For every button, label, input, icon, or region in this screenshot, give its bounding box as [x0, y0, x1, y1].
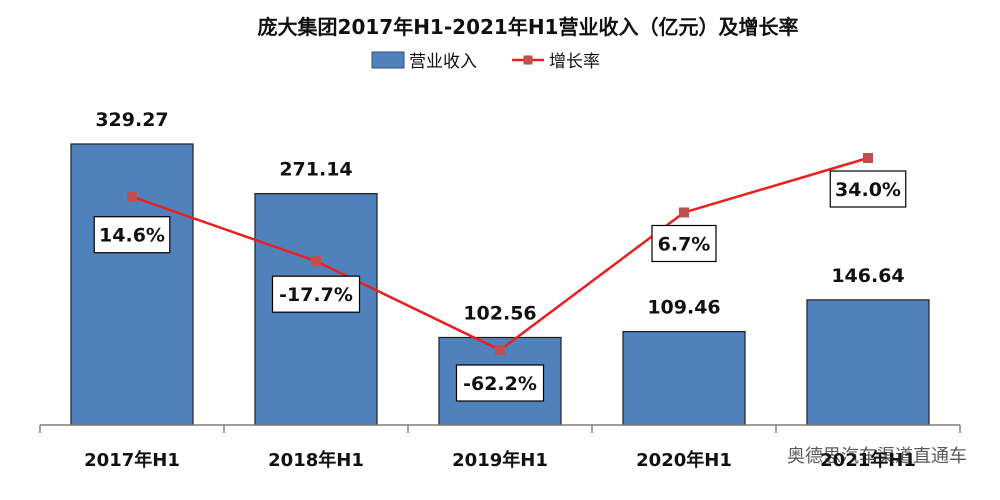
x-tick-label: 2017年H1	[84, 449, 180, 471]
legend-line-marker	[523, 55, 533, 65]
bar-value-label: 271.14	[279, 159, 352, 181]
bar-2017年H1	[70, 143, 194, 426]
bar-value-label: 329.27	[95, 109, 168, 131]
growth-rate-label: -62.2%	[463, 373, 537, 395]
legend-bar-swatch	[371, 51, 405, 69]
growth-rate-marker	[679, 207, 689, 218]
growth-rate-label-box	[829, 170, 907, 208]
x-tick-label: 2019年H1	[452, 449, 548, 471]
bar-2020年H1	[622, 330, 746, 426]
x-tick-label: 2018年H1	[268, 449, 364, 471]
growth-rate-label: 34.0%	[835, 179, 901, 201]
x-tick-label: 2020年H1	[636, 449, 732, 471]
growth-rate-marker	[311, 256, 321, 267]
growth-rate-label: 14.6%	[99, 225, 165, 247]
growth-rate-label-box	[455, 364, 545, 402]
growth-rate-label: 6.7%	[658, 233, 711, 255]
bar-2021年H1	[806, 299, 930, 426]
x-tick-label: 2021年H1	[820, 449, 916, 471]
growth-rate-label-box	[93, 216, 171, 254]
legend: 营业收入 增长率	[371, 51, 600, 72]
growth-rate-marker	[863, 153, 873, 163]
growth-rate-label: -17.7%	[279, 284, 353, 306]
bar-value-label: 102.56	[463, 302, 536, 324]
growth-rate-label-box	[651, 224, 717, 263]
legend-line-label: 增长率	[549, 52, 600, 72]
watermark-text: 奥德思汽车渠道直通车	[787, 446, 967, 467]
growth-rate-marker	[495, 345, 505, 355]
growth-rate-label-box	[271, 275, 361, 313]
chart-title: 庞大集团2017年H1-2021年H1营业收入（亿元）及增长率	[258, 15, 799, 39]
growth-rate-marker	[127, 191, 137, 202]
bar-value-label: 146.64	[831, 265, 904, 287]
bar-value-label: 109.46	[647, 297, 720, 319]
legend-bar-label: 营业收入	[409, 52, 477, 72]
